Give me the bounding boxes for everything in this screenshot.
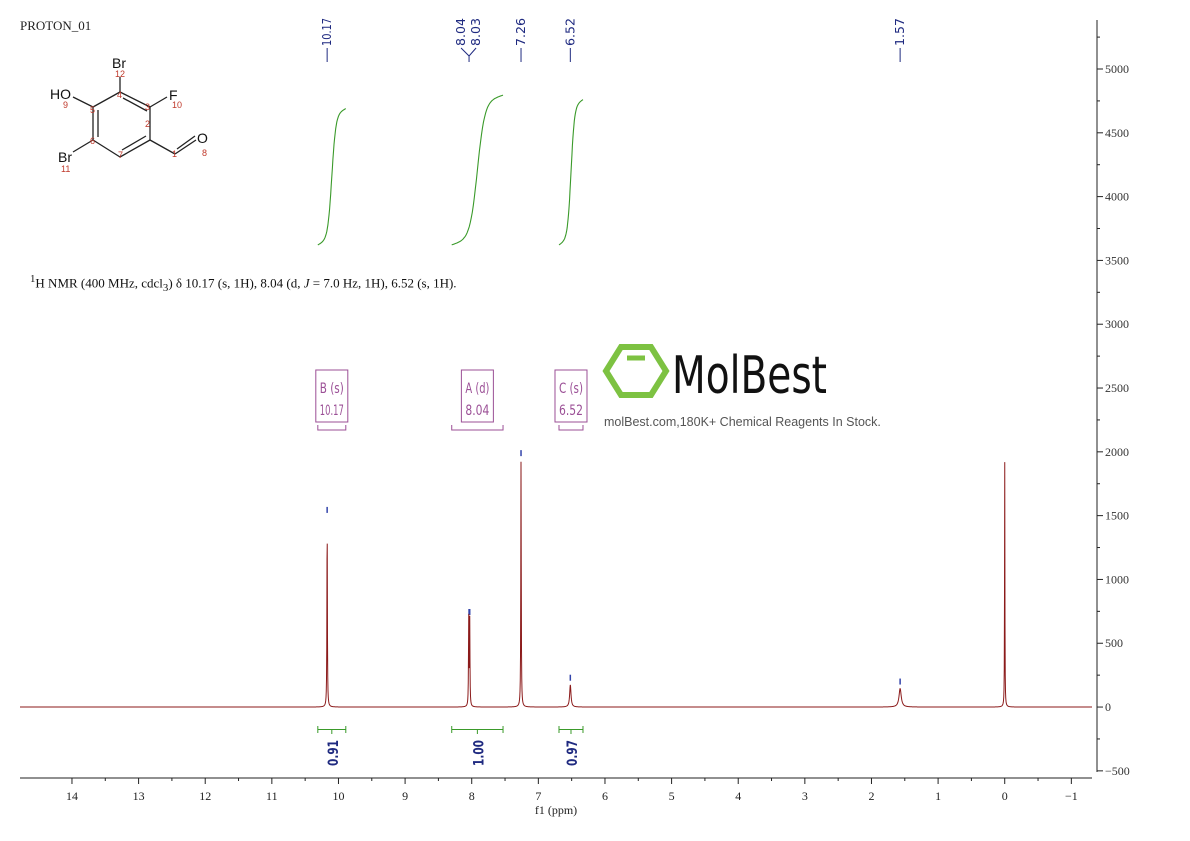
atom-number: 6 bbox=[90, 136, 95, 146]
molecule-structure bbox=[72, 77, 197, 158]
multiplet-box bbox=[315, 369, 349, 423]
atom-f: F bbox=[169, 87, 178, 103]
watermark-brand: MolBest bbox=[672, 346, 827, 406]
atom-number: 12 bbox=[115, 69, 125, 79]
x-tick-label: 11 bbox=[266, 789, 278, 803]
integral-range bbox=[451, 726, 504, 734]
atom-ho: HO bbox=[50, 86, 71, 102]
peak-label-fork bbox=[460, 47, 477, 62]
atom-number: 3 bbox=[145, 102, 150, 112]
atom-number: 10 bbox=[172, 100, 182, 110]
atom-number: 2 bbox=[145, 119, 150, 129]
molbest-logo-icon bbox=[602, 344, 670, 398]
multiplet-range bbox=[317, 425, 347, 431]
atom-number: 4 bbox=[117, 90, 122, 100]
integral-value: 0.91 bbox=[326, 740, 342, 766]
sub: 3 bbox=[162, 281, 169, 294]
y-tick-label: 500 bbox=[1105, 636, 1123, 650]
multiplet-labels: B (s) 10.17 A (d) 8.04 C (s) 6.52 bbox=[315, 369, 588, 431]
atom-number: 1 bbox=[172, 149, 177, 159]
multiplet-label: C (s) bbox=[559, 381, 583, 397]
multiplet-range bbox=[558, 425, 584, 431]
y-tick-label: 1500 bbox=[1105, 509, 1129, 523]
x-tick-label: 13 bbox=[133, 789, 145, 803]
peak-label: 10.17 bbox=[320, 18, 334, 46]
integral-range bbox=[558, 726, 584, 734]
desc-part3: = 7.0 Hz, 1H), 6.52 (s, 1H). bbox=[309, 275, 457, 291]
y-tick-label: 3000 bbox=[1105, 317, 1129, 331]
desc-part1: H NMR (400 MHz, cdcl bbox=[35, 275, 163, 291]
x-tick-label: 2 bbox=[868, 789, 874, 803]
x-tick-label: −1 bbox=[1065, 789, 1078, 803]
integral-curve bbox=[558, 99, 584, 246]
x-tick-label: 8 bbox=[469, 789, 475, 803]
multiplet-shift: 8.04 bbox=[465, 403, 489, 419]
x-tick-label: 0 bbox=[1002, 789, 1008, 803]
peak-labels: 10.17 8.04 8.03 7.26 6.52 1.57 bbox=[320, 18, 907, 685]
atom-number: 9 bbox=[63, 100, 68, 110]
spectrum-line bbox=[20, 461, 1092, 708]
atom-number: 5 bbox=[90, 105, 95, 115]
y-tick-label: 2000 bbox=[1105, 445, 1129, 459]
desc-part2: ) δ 10.17 (s, 1H), 8.04 (d, bbox=[168, 275, 304, 291]
atom-o: O bbox=[197, 130, 208, 146]
x-tick-label: 4 bbox=[735, 789, 741, 803]
integral-curve bbox=[317, 108, 347, 246]
atom-br-top: Br bbox=[112, 55, 126, 71]
multiplet-label: A (d) bbox=[465, 381, 489, 397]
x-tick-label: 1 bbox=[935, 789, 941, 803]
integral-value: 0.97 bbox=[565, 740, 581, 766]
peak-label: 7.26 bbox=[514, 18, 528, 46]
x-tick-label: 7 bbox=[535, 789, 541, 803]
atom-number: 8 bbox=[202, 148, 207, 158]
x-axis-label: f1 (ppm) bbox=[535, 803, 577, 817]
y-tick-label: −500 bbox=[1105, 764, 1130, 778]
y-tick-label: 4000 bbox=[1105, 190, 1129, 204]
y-tick-label: 0 bbox=[1105, 700, 1111, 714]
nmr-description: 1H NMR (400 MHz, cdcl3) δ 10.17 (s, 1H),… bbox=[30, 273, 457, 294]
multiplet-label: B (s) bbox=[320, 381, 344, 397]
multiplet-box bbox=[554, 369, 588, 423]
integral-value: 1.00 bbox=[471, 740, 487, 766]
atom-br-bottom: Br bbox=[58, 149, 72, 165]
peak-label: 1.57 bbox=[893, 18, 907, 46]
x-tick-label: 9 bbox=[402, 789, 408, 803]
sup: 1 bbox=[30, 273, 36, 285]
y-tick-label: 4500 bbox=[1105, 126, 1129, 140]
y-tick-label: 2500 bbox=[1105, 381, 1129, 395]
atom-number: 7 bbox=[118, 150, 123, 160]
multiplet-shift: 10.17 bbox=[320, 403, 344, 419]
coupling-j: J bbox=[303, 275, 310, 291]
peak-label: 8.03 bbox=[469, 18, 483, 46]
x-tick-label: 3 bbox=[802, 789, 808, 803]
integral-curve bbox=[451, 94, 504, 246]
x-tick-label: 10 bbox=[332, 789, 344, 803]
multiplet-range bbox=[451, 425, 504, 431]
integral-curves bbox=[317, 94, 584, 246]
x-tick-label: 6 bbox=[602, 789, 608, 803]
y-tick-label: 1000 bbox=[1105, 572, 1129, 586]
multiplet-shift: 6.52 bbox=[559, 403, 583, 419]
multiplet-box bbox=[460, 369, 494, 423]
y-tick-label: 3500 bbox=[1105, 253, 1129, 267]
spectrum-title: PROTON_01 bbox=[20, 18, 92, 33]
atom-number: 11 bbox=[61, 164, 70, 174]
x-tick-label: 14 bbox=[66, 789, 78, 803]
y-tick-label: 5000 bbox=[1105, 62, 1129, 76]
x-tick-label: 5 bbox=[669, 789, 675, 803]
integral-bars: 0.91 1.00 0.97 bbox=[317, 726, 584, 766]
molbest-watermark: MolBest molBest.com,180K+ Chemical Reage… bbox=[602, 344, 881, 429]
x-tick-label: 12 bbox=[199, 789, 211, 803]
peak-label: 8.04 bbox=[454, 18, 468, 46]
peak-label: 6.52 bbox=[563, 18, 577, 46]
watermark-tagline: molBest.com,180K+ Chemical Reagents In S… bbox=[604, 415, 881, 429]
axes: 14 13 12 11 10 9 8 7 6 5 4 3 2 1 0 −1500045004000350030… bbox=[20, 20, 1130, 803]
integral-range bbox=[317, 726, 347, 734]
